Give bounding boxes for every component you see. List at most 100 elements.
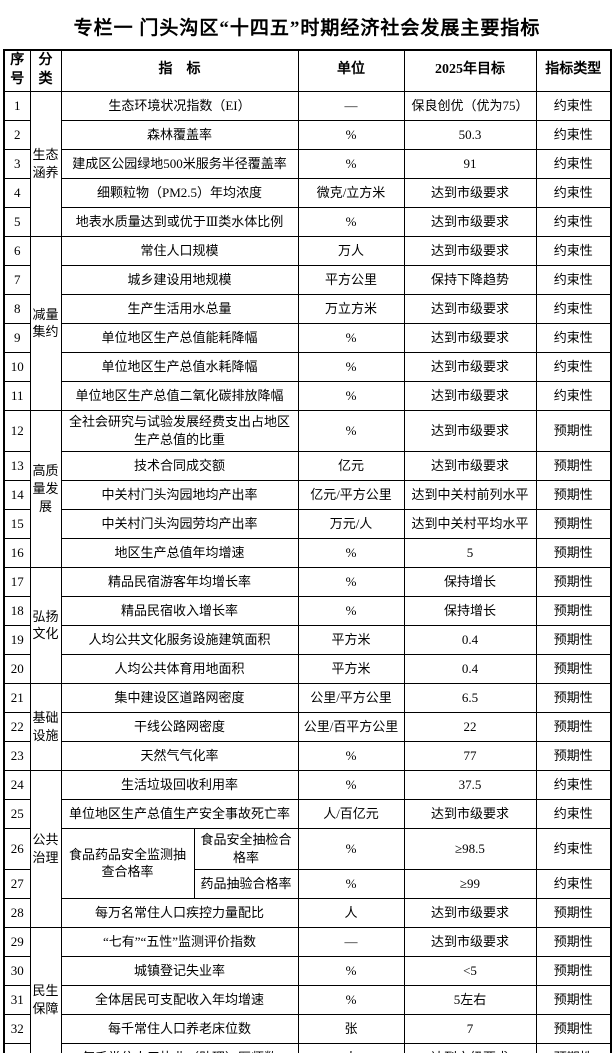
- category-cell: 高质量发展: [29, 409, 62, 568]
- row-number-cell: 17: [3, 566, 31, 597]
- type-cell: 约束性: [535, 90, 612, 121]
- table-row: 30 城镇登记失业率% <5 预期性: [3, 955, 612, 986]
- indicator-cell: 建成区公园绿地500米服务半径覆盖率: [60, 148, 299, 179]
- indicator-cell: 地区生产总值年均增速: [60, 537, 299, 568]
- target-cell: 保持增长: [403, 566, 537, 597]
- indicator-cell: 生态环境状况指数（EI）: [60, 90, 299, 121]
- table-row: 28 每万名常住人口疾控力量配比人达到市级要求 预期性: [3, 897, 612, 928]
- target-cell: 保持增长: [403, 595, 537, 626]
- unit-cell: 张: [297, 1013, 405, 1044]
- indicator-cell: 药品抽验合格率: [193, 868, 299, 899]
- row-number-cell: 22: [3, 711, 31, 742]
- type-cell: 约束性: [535, 351, 612, 382]
- indicator-cell: 单位地区生产总值能耗降幅: [60, 322, 299, 353]
- unit-cell: 微克/立方米: [297, 177, 405, 208]
- row-number-cell: 9: [3, 322, 31, 353]
- category-cell: 生态涵养: [29, 90, 62, 237]
- unit-cell: 亿元: [297, 450, 405, 481]
- type-cell: 约束性: [535, 827, 612, 870]
- indicator-cell: 单位地区生产总值二氧化碳排放降幅: [60, 380, 299, 411]
- unit-cell: 万人: [297, 235, 405, 266]
- category-cell: 基础设施: [29, 682, 62, 771]
- row-number-cell: 25: [3, 798, 31, 829]
- type-cell: 预期性: [535, 984, 612, 1015]
- row-number-cell: 5: [3, 206, 31, 237]
- indicator-cell: 地表水质量达到或优于Ⅲ类水体比例: [60, 206, 299, 237]
- unit-cell: 人: [297, 1042, 405, 1053]
- unit-cell: %: [297, 740, 405, 771]
- row-number-cell: 27: [3, 868, 31, 899]
- target-cell: 保良创优（优为75）: [403, 90, 537, 121]
- unit-cell: %: [297, 351, 405, 382]
- row-number-cell: 15: [3, 508, 31, 539]
- table-row: 29 民生保障 “七有”“五性”监测评价指数 — 达到市级要求 预期性: [3, 926, 612, 1053]
- unit-cell: %: [297, 148, 405, 179]
- indicator-cell: 单位地区生产总值水耗降幅: [60, 351, 299, 382]
- indicator-cell: 每千常住人口养老床位数: [60, 1013, 299, 1044]
- target-cell: 达到市级要求: [403, 897, 537, 928]
- indicator-cell: 精品民宿收入增长率: [60, 595, 299, 626]
- table-row: 16 地区生产总值年均增速% 5 预期性: [3, 537, 612, 568]
- target-cell: 达到市级要求: [403, 351, 537, 382]
- table-row: 33 每千常住人口执业（助理）医师数人达到市级要求预期性: [3, 1042, 612, 1053]
- indicator-cell: 每千常住人口执业（助理）医师数: [60, 1042, 299, 1053]
- indicator-group-cell: 食品药品安全监测抽查合格率: [60, 827, 195, 899]
- type-cell: 预期性: [535, 537, 612, 568]
- target-cell: 达到中关村前列水平: [403, 479, 537, 510]
- target-cell: 达到市级要求: [403, 293, 537, 324]
- row-number-cell: 28: [3, 897, 31, 928]
- table-row: 8 生产生活用水总量 万立方米 达到市级要求 约束性: [3, 293, 612, 324]
- table-row: 11 单位地区生产总值二氧化碳排放降幅% 达到市级要求 约束性: [3, 380, 612, 411]
- target-cell: 77: [403, 740, 537, 771]
- table-row: 19 人均公共文化服务设施建筑面积 平方米 0.4 预期性: [3, 624, 612, 655]
- row-number-cell: 3: [3, 148, 31, 179]
- unit-cell: %: [297, 984, 405, 1015]
- target-cell: 达到市级要求: [403, 235, 537, 266]
- indicator-cell: 生活垃圾回收利用率: [60, 769, 299, 800]
- type-cell: 约束性: [535, 380, 612, 411]
- target-cell: 50.3: [403, 119, 537, 150]
- target-cell: 达到市级要求: [403, 322, 537, 353]
- type-cell: 预期性: [535, 566, 612, 597]
- indicator-cell: 天然气气化率: [60, 740, 299, 771]
- target-cell: 5: [403, 537, 537, 568]
- type-cell: 约束性: [535, 206, 612, 237]
- row-number-cell: 20: [3, 653, 31, 684]
- target-cell: 0.4: [403, 624, 537, 655]
- type-cell: 预期性: [535, 897, 612, 928]
- type-cell: 约束性: [535, 235, 612, 266]
- indicator-cell: 食品安全抽检合格率: [193, 827, 299, 870]
- table-row: 3 建成区公园绿地500米服务半径覆盖率% 91 约束性: [3, 148, 612, 179]
- row-number-cell: 13: [3, 450, 31, 481]
- target-cell: 达到中关村平均水平: [403, 508, 537, 539]
- target-cell: ≥98.5: [403, 827, 537, 870]
- table-row: 9 单位地区生产总值能耗降幅% 达到市级要求 约束性: [3, 322, 612, 353]
- unit-cell: %: [297, 380, 405, 411]
- type-cell: 预期性: [535, 479, 612, 510]
- indicator-cell: 集中建设区道路网密度: [60, 682, 299, 713]
- table-row: 1 生态涵养 生态环境状况指数（EI） — 保良创优（优为75） 约束性: [3, 90, 612, 237]
- table-row: 20 人均公共体育用地面积 平方米 0.4 预期性: [3, 653, 612, 684]
- target-cell: 0.4: [403, 653, 537, 684]
- row-number-cell: 2: [3, 119, 31, 150]
- type-cell: 约束性: [535, 293, 612, 324]
- indicator-cell: 森林覆盖率: [60, 119, 299, 150]
- page-title: 专栏一 门头沟区“十四五”时期经济社会发展主要指标: [73, 18, 541, 39]
- unit-cell: 平方公里: [297, 264, 405, 295]
- unit-cell: %: [297, 409, 405, 452]
- header-target-2025: 2025年目标: [403, 49, 537, 92]
- unit-cell: %: [297, 868, 405, 899]
- type-cell: 预期性: [535, 682, 612, 713]
- row-number-cell: 32: [3, 1013, 31, 1044]
- table-row: 15 中关村门头沟园劳均产出率 万元/人 达到中关村平均水平 预期性: [3, 508, 612, 539]
- indicator-cell: 城乡建设用地规模: [60, 264, 299, 295]
- row-number-cell: 29: [3, 926, 31, 957]
- row-number-cell: 19: [3, 624, 31, 655]
- category-cell: 弘扬文化: [29, 566, 62, 684]
- row-number-cell: 21: [3, 682, 31, 713]
- target-cell: 达到市级要求: [403, 409, 537, 452]
- type-cell: 约束性: [535, 119, 612, 150]
- table-row: 7 城乡建设用地规模 平方公里 保持下降趋势 约束性: [3, 264, 612, 295]
- indicator-cell: 城镇登记失业率: [60, 955, 299, 986]
